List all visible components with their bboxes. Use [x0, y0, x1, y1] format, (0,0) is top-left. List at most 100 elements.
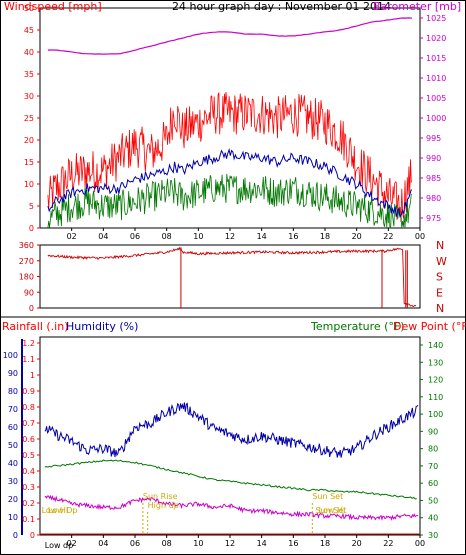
humidity-plot-area [39, 336, 421, 536]
rain-tick-label: 0.3 [22, 483, 35, 492]
temp-tick-label: 90 [428, 427, 438, 436]
humidity-tick-label: 80 [8, 387, 18, 396]
direction-tick-label: 90 [24, 288, 34, 297]
annotation-label: Sun Rise [143, 492, 178, 501]
wind-lull-line [47, 173, 412, 229]
temp-tick-label: 140 [428, 341, 443, 350]
barometer-tick-label: 1010 [426, 74, 446, 83]
temp-tick-label: 60 [428, 479, 438, 488]
humidity-x-label: 22 [383, 539, 393, 548]
humidity-x-label: 08 [162, 539, 172, 548]
wind-x-label: 14 [257, 232, 267, 241]
temp-tick-label: 80 [428, 445, 438, 454]
compass-label: E [436, 286, 443, 299]
annotation-label: High dp [148, 501, 179, 510]
rain-tick-label: 0.6 [22, 435, 35, 444]
wind-x-label: 02 [67, 232, 77, 241]
rain-tick-label: 0.8 [22, 403, 35, 412]
dewpoint-axis-label: Dew Point (°F) [393, 320, 466, 333]
wind-tick-label: 30 [24, 92, 34, 101]
wind-x-label: 08 [162, 232, 172, 241]
wind-x-label: 04 [98, 232, 108, 241]
windspeed-line [47, 91, 412, 223]
wind-tick-label: 40 [24, 48, 34, 57]
rain-tick-label: 0 [30, 531, 35, 540]
humidity-tick-label: 90 [8, 369, 18, 378]
humidity-tick-label: 0 [13, 531, 18, 540]
barometer-tick-label: 1025 [426, 14, 446, 23]
annotation-label: Sun Set [312, 492, 343, 501]
rain-tick-label: 0.4 [22, 467, 35, 476]
barometer-tick-label: 1020 [426, 34, 446, 43]
temp-tick-label: 30 [428, 531, 438, 540]
humidity-tick-label: 50 [8, 441, 18, 450]
wind-tick-label: 45 [24, 26, 34, 35]
direction-tick-label: 270 [19, 257, 34, 266]
wind-x-label: 20 [352, 232, 362, 241]
rain-tick-label: 0.1 [22, 515, 35, 524]
wind-tick-label: 25 [24, 114, 34, 123]
chart-title: 24 hour graph day : November 01 2014 [172, 0, 391, 13]
barometer-tick-label: 980 [426, 194, 441, 203]
wind-axis-label: Windspeed [mph] [4, 0, 102, 13]
humidity-tick-label: 100 [3, 351, 18, 360]
temp-tick-label: 130 [428, 358, 443, 367]
compass-label: W [436, 255, 447, 268]
humidity-x-label: 10 [193, 539, 203, 548]
rain-tick-label: 1.1 [22, 355, 35, 364]
wind-tick-label: 15 [24, 158, 34, 167]
rain-tick-label: 0.2 [22, 499, 35, 508]
annotation-label: Low Hi [319, 506, 346, 515]
annotation-label: Low Hi [42, 506, 69, 515]
compass-label: N [436, 239, 444, 252]
barometer-line [47, 17, 413, 55]
temp-tick-label: 70 [428, 462, 438, 471]
temp-tick-label: 110 [428, 393, 443, 402]
humidity-x-label: 18 [320, 539, 330, 548]
wind-x-label: 18 [320, 232, 330, 241]
rain-tick-label: 1.2 [22, 339, 35, 348]
humidity-tick-label: 60 [8, 423, 18, 432]
wind-x-label: 16 [288, 232, 298, 241]
direction-plot-area [39, 244, 421, 309]
barometer-tick-label: 990 [426, 154, 441, 163]
annotation-label: Sun Set [316, 506, 347, 515]
wind-tick-label: 10 [24, 180, 34, 189]
temp-tick-label: 50 [428, 496, 438, 505]
humidity-tick-label: 70 [8, 405, 18, 414]
compass-label: S [436, 271, 443, 284]
wind-x-label: 22 [383, 232, 393, 241]
barometer-tick-label: 1005 [426, 94, 446, 103]
humidity-x-label: 20 [352, 539, 362, 548]
temp-tick-label: 120 [428, 376, 443, 385]
barometer-tick-label: 995 [426, 134, 441, 143]
humidity-x-label: 16 [288, 539, 298, 548]
annotation-label: Low Dp [48, 506, 78, 515]
temperature-line [44, 459, 417, 500]
humidity-x-label: 02 [67, 539, 77, 548]
direction-tick-label: 0 [29, 304, 34, 313]
wind-tick-label: 50 [24, 4, 34, 13]
compass-label: N [436, 302, 444, 315]
wind-direction-line [47, 246, 417, 308]
barometer-tick-label: 975 [426, 214, 441, 223]
temperature-axis-label: Temperature (°F) [310, 320, 405, 333]
humidity-line [44, 402, 419, 458]
humidity-tick-label: 10 [8, 513, 18, 522]
rain-tick-label: 0.9 [22, 387, 35, 396]
wind-x-label: 06 [130, 232, 140, 241]
wind-tick-label: 35 [24, 70, 34, 79]
wind-tick-label: 0 [29, 224, 34, 233]
wind-average-line [47, 147, 412, 218]
annotation-label: Low dp [45, 541, 73, 550]
wind-x-label: 12 [225, 232, 235, 241]
humidity-x-label: 14 [257, 539, 267, 548]
direction-tick-label: 360 [19, 241, 34, 250]
direction-tick-label: 180 [19, 273, 34, 282]
rain-tick-label: 0.5 [22, 451, 35, 460]
rain-tick-label: 1 [30, 371, 35, 380]
wind-x-label: 10 [193, 232, 203, 241]
temp-tick-label: 40 [428, 514, 438, 523]
